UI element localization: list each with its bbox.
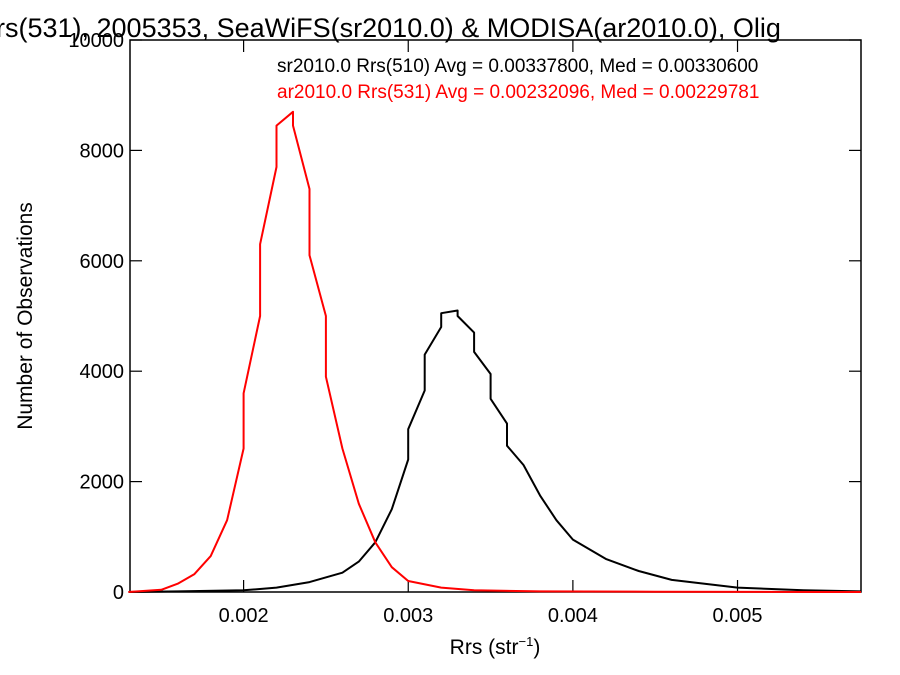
plot-frame bbox=[129, 39, 862, 593]
x-tick-label: 0.004 bbox=[548, 605, 598, 627]
y-tick-label: 4000 bbox=[80, 361, 125, 383]
x-tick-label: 0.002 bbox=[219, 605, 269, 627]
series-line-black bbox=[128, 309, 862, 593]
x-tick-label: 0.003 bbox=[383, 605, 433, 627]
x-axis-label-suffix: ) bbox=[533, 636, 540, 659]
y-axis-ticks: 0 2000 4000 6000 8000 10000 bbox=[68, 30, 861, 604]
legend-entry-black: sr2010.0 Rrs(510) Avg = 0.00337800, Med … bbox=[277, 56, 758, 77]
y-tick-label: 0 bbox=[113, 582, 124, 604]
x-tick-label: 0.005 bbox=[712, 605, 762, 627]
x-axis-label-superscript: −1 bbox=[519, 634, 534, 649]
x-axis-label: Rrs (str−1) bbox=[450, 634, 541, 659]
y-axis-label: Number of Observations bbox=[14, 202, 37, 430]
y-tick-label: 2000 bbox=[80, 472, 125, 494]
x-axis-ticks: 0.002 0.003 0.004 0.005 bbox=[219, 40, 763, 627]
x-axis-label-main: Rrs (str bbox=[450, 636, 519, 659]
y-tick-label: 8000 bbox=[80, 140, 125, 162]
chart-title: rs(531), 2005353, SeaWiFS(sr2010.0) & MO… bbox=[0, 13, 781, 43]
series-layer bbox=[128, 110, 862, 593]
series-line-red bbox=[128, 110, 861, 593]
y-tick-label: 10000 bbox=[68, 30, 124, 52]
y-tick-label: 6000 bbox=[80, 251, 125, 273]
legend-entry-red: ar2010.0 Rrs(531) Avg = 0.00232096, Med … bbox=[277, 82, 759, 103]
